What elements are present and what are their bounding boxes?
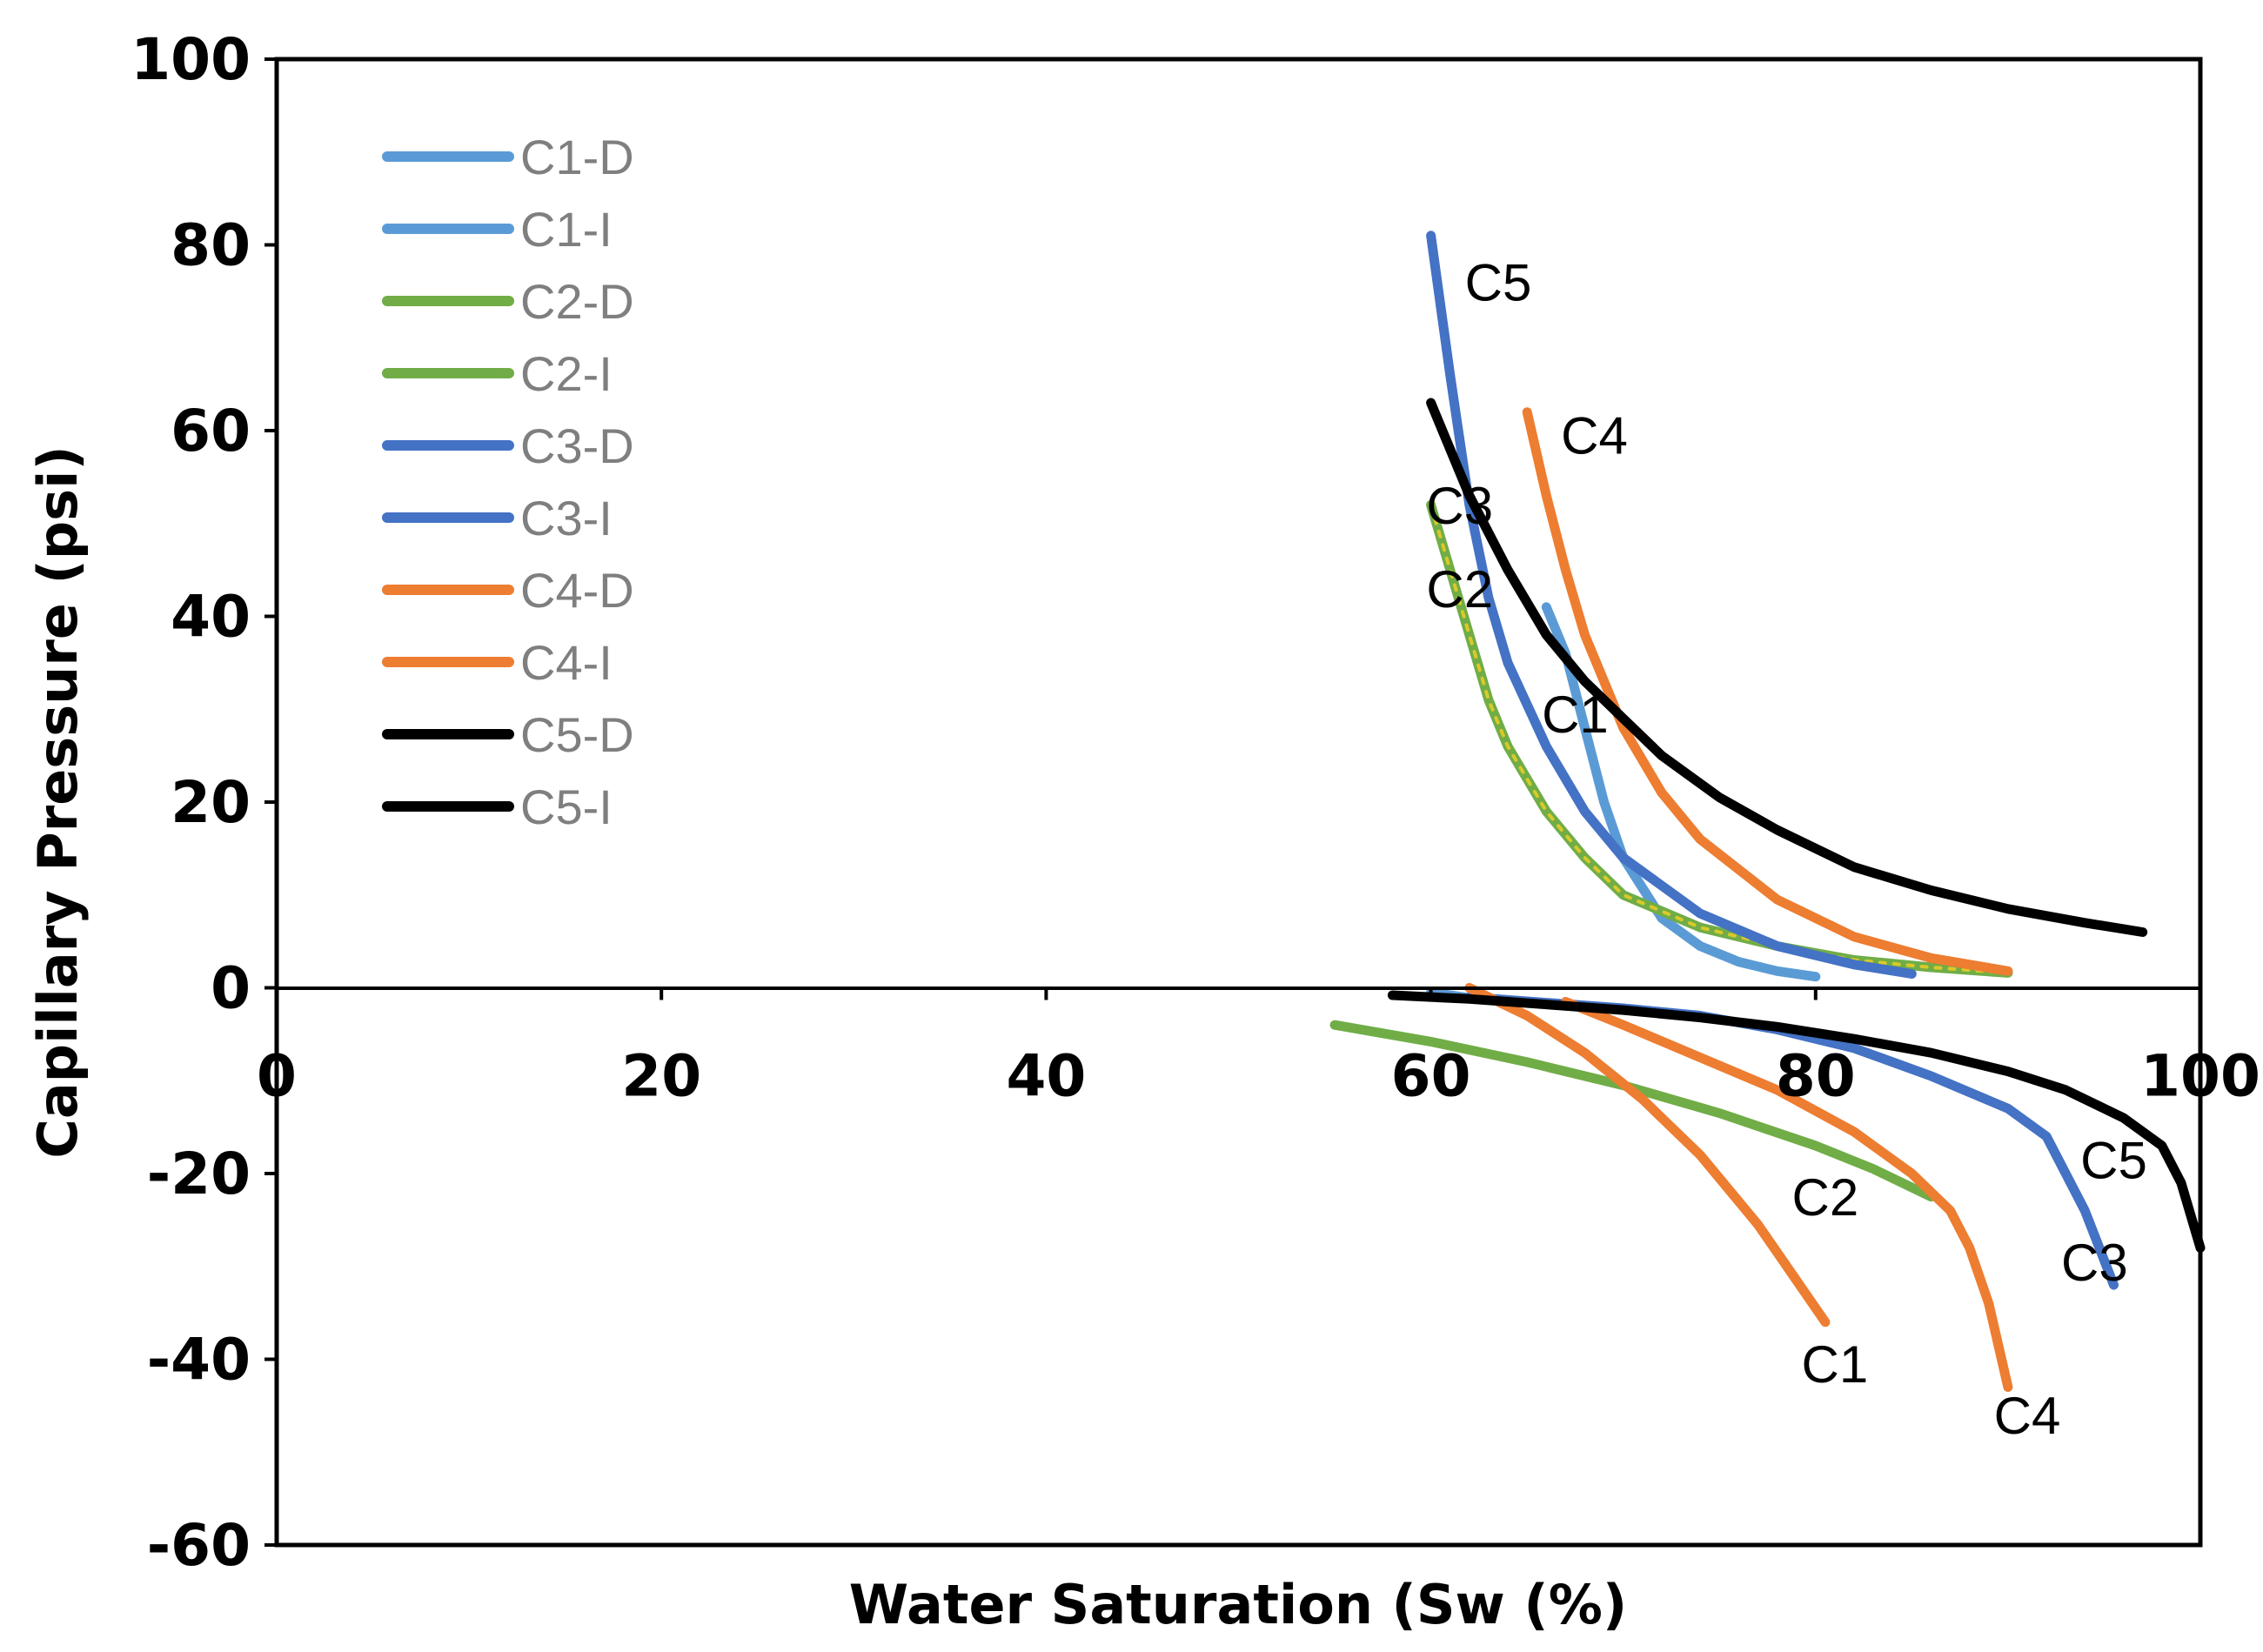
x-tick-label: 100 bbox=[2140, 1043, 2260, 1110]
curve-label-c1: C1 bbox=[1802, 1335, 1869, 1394]
series-line-c2-i bbox=[1329, 1020, 1936, 1202]
y-tick-label: 40 bbox=[171, 584, 251, 651]
y-tick-label: -20 bbox=[147, 1140, 251, 1207]
series-line-c4-d bbox=[1522, 407, 2013, 976]
x-tick-label: 20 bbox=[621, 1043, 701, 1110]
y-tick-label: 20 bbox=[171, 769, 251, 836]
y-tick-label: 60 bbox=[171, 398, 251, 465]
legend-label-c5-d: C5-D bbox=[520, 707, 634, 762]
y-tick-label: 100 bbox=[131, 26, 251, 93]
y-tick-label: 80 bbox=[171, 212, 251, 279]
x-tick-label: 60 bbox=[1391, 1043, 1471, 1110]
y-tick-label: -60 bbox=[147, 1512, 251, 1579]
curve-label-c4: C4 bbox=[1994, 1387, 2061, 1445]
legend-label-c4-d: C4-D bbox=[520, 563, 634, 618]
legend-label-c1-i: C1-I bbox=[520, 202, 613, 257]
curve-label-c5: C5 bbox=[1465, 254, 1532, 312]
series-line-c4-i bbox=[1464, 983, 1831, 1328]
curve-label-c3: C3 bbox=[1426, 477, 1493, 535]
legend-label-c5-i: C5-I bbox=[520, 779, 613, 834]
curve-label-c3: C3 bbox=[2061, 1234, 2128, 1292]
y-axis-title: Capillary Pressure (psi) bbox=[26, 445, 90, 1158]
x-tick-label: 80 bbox=[1776, 1043, 1856, 1110]
curve-label-c2: C2 bbox=[1792, 1168, 1859, 1227]
legend-label-c1-d: C1-D bbox=[520, 130, 634, 184]
series-line-c4-i-branch bbox=[1560, 997, 2013, 1392]
series-line-c5-i bbox=[1387, 990, 2206, 1253]
legend-label-c2-i: C2-I bbox=[520, 346, 613, 401]
y-axis-ticks: 100 80 60 40 20 0 -20 -40 -60 bbox=[131, 26, 277, 1579]
y-tick-label: 0 bbox=[211, 955, 251, 1022]
series-line-c1-d bbox=[1541, 602, 1821, 982]
legend-label-c3-d: C3-D bbox=[520, 418, 634, 473]
legend-label-c3-i: C3-I bbox=[520, 491, 613, 545]
curve-label-c4: C4 bbox=[1561, 407, 1628, 465]
legend-label-c4-i: C4-I bbox=[520, 635, 613, 690]
series-layer bbox=[1329, 231, 2206, 1392]
legend: C1-D C1-I C2-D C2-I C3-D C3-I C4-D C4-I C5-D C5-I bbox=[382, 130, 634, 834]
series-line-c5-d bbox=[1426, 398, 2148, 937]
x-axis-ticks: 0 20 40 60 80 100 bbox=[257, 987, 2260, 1110]
y-tick-label: -40 bbox=[147, 1327, 251, 1394]
x-tick-label: 40 bbox=[1006, 1043, 1086, 1110]
legend-label-c2-d: C2-D bbox=[520, 274, 634, 329]
x-tick-label: 0 bbox=[257, 1043, 297, 1110]
curve-labels: C5 C4 C3 C2 C1 C2 C1 C4 C5 C3 bbox=[1426, 254, 2146, 1445]
curve-label-c1: C1 bbox=[1542, 686, 1609, 744]
x-axis-title: Water Saturation (Sw (%) bbox=[849, 1573, 1627, 1636]
curve-label-c2: C2 bbox=[1426, 560, 1493, 619]
curve-label-c5: C5 bbox=[2080, 1131, 2147, 1189]
